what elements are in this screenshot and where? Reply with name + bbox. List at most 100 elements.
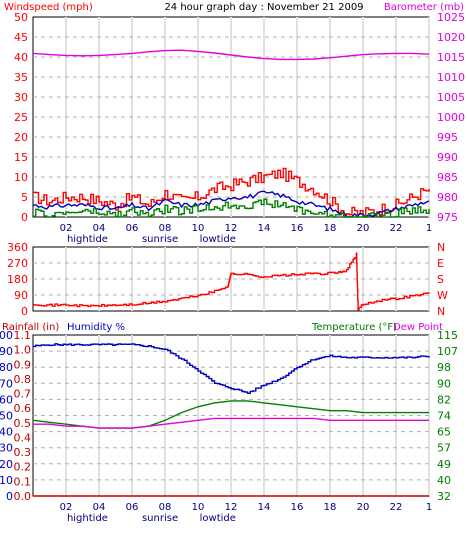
tide-label: sunrise bbox=[142, 513, 178, 524]
windspeed-tick-label: 50 bbox=[14, 11, 28, 24]
tide-label: lowtide bbox=[200, 234, 236, 245]
rainfall-axis-label: Rainfall (in) bbox=[2, 322, 59, 333]
humidity-tick-label: 80 bbox=[0, 361, 13, 374]
hour-tick-label: 04 bbox=[93, 502, 106, 513]
rain-tick-label: 0.5 bbox=[14, 417, 32, 430]
barometer-line bbox=[32, 49, 430, 61]
direction-tick-label: 0 bbox=[21, 305, 28, 318]
hour-tick-label: 02 bbox=[60, 223, 73, 234]
hour-tick-label: 12 bbox=[225, 223, 238, 234]
hour-tick-label: 08 bbox=[159, 502, 172, 513]
compass-tick-label: N bbox=[437, 305, 445, 318]
hour-tick-label: 1 bbox=[426, 223, 432, 234]
humidity-tick-label: 20 bbox=[0, 458, 13, 471]
humidity-tick-label: 70 bbox=[0, 377, 13, 390]
barometer-tick-label: 990 bbox=[437, 151, 458, 164]
temperature-tick-label: 49 bbox=[437, 458, 451, 471]
rain-tick-label: 0.8 bbox=[14, 373, 32, 386]
hour-tick-label: 22 bbox=[390, 502, 403, 513]
rain-tick-label: 1.0 bbox=[14, 344, 32, 357]
temperature-tick-label: 115 bbox=[437, 329, 458, 342]
hour-tick-label: 10 bbox=[192, 223, 205, 234]
hour-tick-label: 22 bbox=[390, 223, 403, 234]
hour-tick-label: 06 bbox=[126, 502, 139, 513]
humidity-tick-label: 0 bbox=[6, 490, 13, 503]
hour-tick-label: 10 bbox=[192, 502, 205, 513]
tide-label: lowtide bbox=[200, 513, 236, 524]
rain-tick-label: 0.0 bbox=[14, 490, 32, 503]
direction-tick-label: 360 bbox=[7, 241, 28, 254]
direction-tick-label: 90 bbox=[14, 289, 28, 302]
avg-wind-line bbox=[32, 190, 430, 218]
windspeed-tick-label: 0 bbox=[21, 211, 28, 224]
humidity-tick-label: 40 bbox=[0, 426, 13, 439]
windspeed-tick-label: 20 bbox=[14, 131, 28, 144]
barometer-tick-label: 1020 bbox=[437, 31, 465, 44]
windspeed-tick-label: 45 bbox=[14, 31, 28, 44]
temperature-tick-label: 57 bbox=[437, 442, 451, 455]
hour-tick-label: 20 bbox=[357, 223, 370, 234]
tide-label: sunrise bbox=[142, 234, 178, 245]
barometer-tick-label: 1010 bbox=[437, 71, 465, 84]
barometer-tick-label: 985 bbox=[437, 171, 458, 184]
temperature-tick-label: 82 bbox=[437, 393, 451, 406]
temperature-tick-label: 90 bbox=[437, 377, 451, 390]
barometer-tick-label: 1015 bbox=[437, 51, 465, 64]
compass-tick-label: N bbox=[437, 241, 445, 254]
direction-tick-label: 270 bbox=[7, 257, 28, 270]
hour-tick-label: 04 bbox=[93, 223, 106, 234]
barometer-tick-label: 975 bbox=[437, 211, 458, 224]
rain-tick-label: 0.1 bbox=[14, 475, 32, 488]
temperature-tick-label: 32 bbox=[437, 490, 451, 503]
windspeed-axis-label: Windspeed (mph) bbox=[4, 2, 93, 13]
humidity-tick-label: 100 bbox=[0, 329, 13, 342]
rain-tick-label: 0.3 bbox=[14, 446, 32, 459]
tide-label: hightide bbox=[67, 513, 108, 524]
barometer-axis-label: Barometer (mb) bbox=[384, 2, 464, 13]
compass-tick-label: E bbox=[437, 257, 444, 270]
rain-tick-label: 0.2 bbox=[14, 461, 32, 474]
hour-tick-label: 18 bbox=[324, 223, 337, 234]
dewpoint-axis-label: Dew Point bbox=[393, 322, 443, 333]
tide-label: hightide bbox=[67, 234, 108, 245]
dewpoint-line bbox=[33, 417, 429, 429]
windspeed-tick-label: 5 bbox=[21, 191, 28, 204]
rain-tick-label: 0.4 bbox=[14, 431, 32, 444]
windspeed-tick-label: 15 bbox=[14, 151, 28, 164]
hour-tick-label: 14 bbox=[258, 223, 271, 234]
wind-line bbox=[33, 198, 430, 218]
rain-tick-label: 0.9 bbox=[14, 358, 32, 371]
humidity-tick-label: 10 bbox=[0, 474, 13, 487]
windspeed-tick-label: 10 bbox=[14, 171, 28, 184]
windspeed-tick-label: 35 bbox=[14, 71, 28, 84]
chart-title: 24 hour graph day : November 21 2009 bbox=[164, 2, 363, 13]
temperature-axis-label: Temperature (°F) bbox=[311, 322, 397, 333]
rain-tick-label: 0.6 bbox=[14, 402, 32, 415]
humidity-tick-label: 30 bbox=[0, 442, 13, 455]
rain-tick-label: 1.1 bbox=[14, 329, 32, 342]
rain-tick-label: 0.7 bbox=[14, 388, 32, 401]
temperature-tick-label: 74 bbox=[437, 410, 451, 423]
compass-tick-label: W bbox=[437, 289, 448, 302]
humidity-tick-label: 90 bbox=[0, 345, 13, 358]
windspeed-tick-label: 25 bbox=[14, 111, 28, 124]
hour-tick-label: 18 bbox=[324, 502, 337, 513]
hour-tick-label: 16 bbox=[291, 223, 304, 234]
temperature-tick-label: 65 bbox=[437, 426, 451, 439]
hour-tick-label: 20 bbox=[357, 502, 370, 513]
hour-tick-label: 14 bbox=[258, 502, 271, 513]
hour-tick-label: 08 bbox=[159, 223, 172, 234]
humidity-tick-label: 60 bbox=[0, 393, 13, 406]
humidity-tick-label: 50 bbox=[0, 410, 13, 423]
windspeed-tick-label: 40 bbox=[14, 51, 28, 64]
barometer-tick-label: 1005 bbox=[437, 91, 465, 104]
humidity-line bbox=[33, 343, 430, 395]
compass-tick-label: S bbox=[437, 273, 444, 286]
barometer-tick-label: 1000 bbox=[437, 111, 465, 124]
direction-line bbox=[33, 252, 430, 311]
humidity-axis-label: Humidity % bbox=[67, 322, 125, 333]
windspeed-tick-label: 30 bbox=[14, 91, 28, 104]
barometer-tick-label: 1025 bbox=[437, 11, 465, 24]
